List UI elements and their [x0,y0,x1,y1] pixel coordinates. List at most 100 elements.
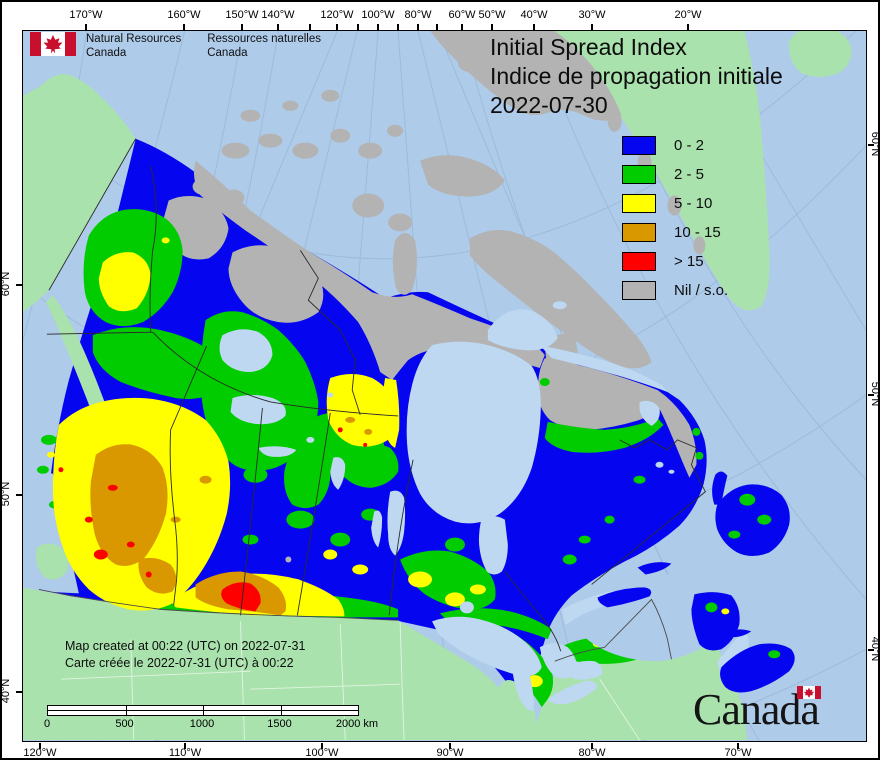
bottom-axis-label: 110°W [168,747,202,759]
top-tick [377,24,379,30]
top-tick [241,24,243,30]
iceland [788,31,852,77]
scale-label: 2000 km [335,718,379,730]
ontario-quebec-border [504,571,562,652]
creation-timestamp: Map created at 00:22 (UTC) on 2022-07-31… [65,638,305,672]
right-tick [868,649,874,651]
right-tick [868,144,874,146]
reindeer-lake [330,457,346,490]
saskatchewan-manitoba-border [296,412,331,616]
lake-athabasca [258,446,297,457]
right-tick [868,394,874,396]
top-tick [183,24,185,30]
dept-name-fr: Ressources naturelles Canada [207,33,322,59]
created-fr: Carte créée le 2022-07-31 (UTC) à 00:22 [65,656,294,670]
top-tick [591,24,593,30]
legend-label: 10 - 15 [674,224,721,241]
wordmark-flag-icon [796,686,821,699]
inland-water [219,301,675,712]
legend-item: > 15 [622,247,728,276]
top-tick [436,24,438,30]
ungava-peninsula [537,358,666,430]
left-tick [16,284,22,286]
legend-swatch [622,194,656,213]
top-axis-label: 50°W [478,9,506,21]
bottom-tick [39,743,41,749]
bc-yukon-border [46,331,153,335]
left-axis-label: 50°N [0,481,12,507]
top-tick [309,24,311,30]
great-bear-lake [219,329,273,373]
top-axis-label: 30°W [578,9,606,21]
right-axis-label: 50°N [869,381,880,407]
top-tick [461,24,463,30]
sixtieth-parallel-border [152,331,399,417]
left-tick [16,494,22,496]
isi-red-regions [58,427,368,612]
legend-item: 2 - 5 [622,160,728,189]
political-borders [38,138,706,662]
map-title: Initial Spread Index Indice de propagati… [490,33,783,120]
bc-alberta-border [169,345,207,606]
dept-name-en: Natural Resources Canada [86,33,182,59]
ellesmere-island [430,31,622,121]
top-axis-label: 140°W [261,9,295,21]
top-axis-label: 120°W [320,9,354,21]
bottom-axis-label: 80°W [578,747,606,759]
nil-regions [134,160,697,643]
legend-items: 0 - 2 2 - 5 5 - 10 10 - 15 > 15 Nil / s.o. [622,131,728,305]
legend-label: > 15 [674,253,704,270]
legend-item: 5 - 10 [622,189,728,218]
top-tick [491,24,493,30]
bottom-tick [737,743,739,749]
legend: 0 - 2 2 - 5 5 - 10 10 - 15 > 15 Nil / s.o. [622,131,728,305]
legend-item: 0 - 2 [622,131,728,160]
yukon-nwt-border [149,165,157,333]
arctic-archipelago [163,31,706,391]
baffin-island [469,229,652,369]
title-fr: Indice de propagation initiale [490,63,783,89]
legend-label: 2 - 5 [674,166,705,183]
torngat-coast [657,395,697,478]
top-tick [533,24,535,30]
alaska [23,74,136,313]
hudson-bay [406,341,541,524]
left-tick [16,691,22,693]
top-axis-label: 20°W [674,9,702,21]
bottom-axis-label: 90°W [436,747,464,759]
top-tick [687,24,689,30]
lake-michigan [511,657,534,712]
canada-us-border-east [554,598,672,662]
boothia-peninsula [392,232,417,295]
title-en: Initial Spread Index [490,34,687,60]
right-axis-label: 40°N [869,636,880,662]
top-tick [336,24,338,30]
bottom-tick [449,743,451,749]
alberta-saskatchewan-border [240,407,263,616]
quebec-labrador-border [591,439,706,585]
scale-label: 0 [43,718,51,730]
legend-item: Nil / s.o. [622,276,728,305]
bottom-axis-label: 120°W [23,747,57,759]
manitoba-ontario-border [388,459,414,616]
anticosti-island [637,562,672,575]
lake-ontario [564,660,603,680]
lake-winnipeg [387,490,406,556]
nrcan-logo: Natural Resources Canada Ressources natu… [30,32,321,60]
ungava-bay [639,400,660,426]
scale-label: 500 [115,718,134,730]
legend-swatch [622,136,656,155]
canada-flag-icon [30,32,76,56]
james-bay [478,516,508,575]
devon-island [420,155,505,197]
bottom-tick [321,743,323,749]
top-axis-label: 150°W [225,9,259,21]
usa [23,587,505,741]
top-axis-label: 60°W [448,9,476,21]
scale-label: 1000 [189,718,215,730]
top-tick [85,24,87,30]
top-axis-label: 160°W [167,9,201,21]
title-date: 2022-07-30 [490,92,608,118]
new-brunswick [691,592,740,651]
